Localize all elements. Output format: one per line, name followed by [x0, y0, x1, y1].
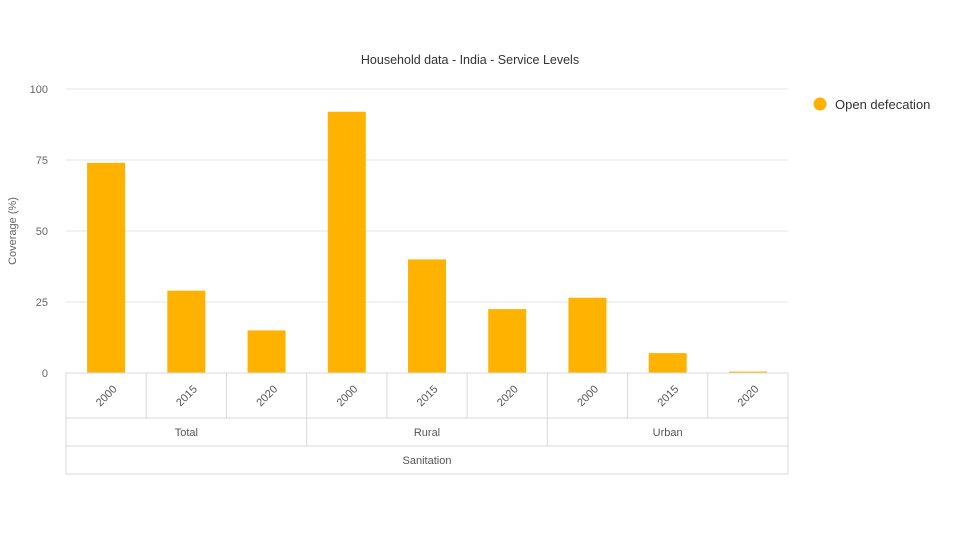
- x-group-label: Urban: [653, 427, 683, 439]
- x-tick-label: 2020: [736, 383, 762, 409]
- x-supergroup-label: Sanitation: [403, 455, 452, 467]
- x-axis-categories: 2000 2015 2020 2000 2015 2020 2000 2015 2020 Tota…: [65, 372, 789, 475]
- x-tick-label: 2020: [254, 383, 280, 409]
- bar: [87, 162, 126, 373]
- bar: [167, 290, 206, 373]
- bar: [648, 353, 687, 373]
- bar: [408, 259, 446, 373]
- chart-title: Household data - India - Service Levels: [361, 53, 579, 67]
- bars: [87, 111, 767, 373]
- x-tick-label: 2015: [415, 383, 441, 409]
- y-tick-label: 25: [36, 297, 48, 309]
- bar: [247, 330, 286, 373]
- x-group-label: Total: [175, 427, 198, 439]
- y-tick-label: 75: [36, 155, 48, 167]
- legend-label-open-defecation: Open defecation: [835, 97, 930, 112]
- bar: [728, 371, 767, 373]
- x-axis-table-frame: [65, 372, 789, 475]
- bar: [568, 297, 607, 373]
- bar: [488, 309, 527, 373]
- y-axis-label: Coverage (%): [7, 197, 19, 265]
- y-tick-label: 0: [42, 368, 48, 380]
- y-axis-ticks: 0 25 50 75 100: [30, 84, 48, 380]
- legend: Open defecation: [813, 97, 930, 112]
- bar: [327, 111, 366, 373]
- x-tick-label: 2000: [94, 383, 120, 409]
- x-tick-label: 2000: [575, 383, 601, 409]
- x-tick-label: 2015: [174, 383, 200, 409]
- x-tick-label: 2020: [495, 383, 521, 409]
- x-tick-label: 2000: [335, 383, 361, 409]
- x-tick-label: 2015: [655, 383, 681, 409]
- y-tick-label: 50: [36, 226, 48, 238]
- x-group-label: Rural: [414, 427, 440, 439]
- y-tick-label: 100: [30, 84, 48, 96]
- legend-swatch-open-defecation: [813, 97, 827, 111]
